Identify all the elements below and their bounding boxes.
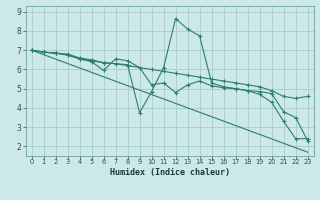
X-axis label: Humidex (Indice chaleur): Humidex (Indice chaleur) xyxy=(109,168,230,177)
